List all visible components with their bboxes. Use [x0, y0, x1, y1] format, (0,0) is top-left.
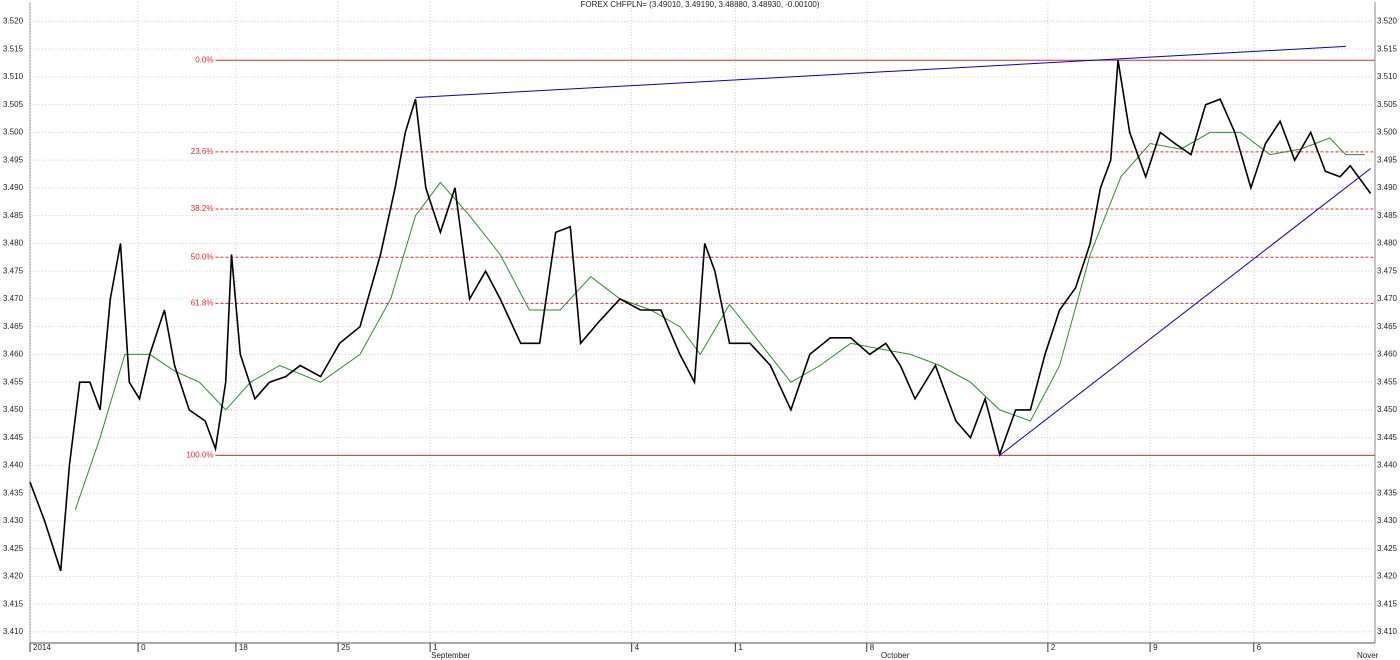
series-line [74, 131, 1365, 510]
trend-line [415, 45, 1346, 98]
y-tick-label-right: 3.485 [1377, 211, 1398, 220]
y-tick-label: 3.420 [3, 572, 24, 581]
x-tick-label: 2014 [33, 643, 51, 652]
y-tick-label: 3.520 [3, 17, 24, 26]
y-tick-label: 3.515 [3, 44, 24, 53]
y-tick-label: 3.505 [3, 100, 24, 109]
y-tick-label-right: 3.415 [1377, 599, 1398, 608]
y-tick-label-right: 3.520 [1377, 17, 1398, 26]
trend-line [999, 168, 1371, 456]
fib-label: 61.8% [191, 298, 214, 307]
fib-label: 23.6% [191, 147, 214, 156]
y-tick-label: 3.510 [3, 72, 24, 81]
y-tick-label: 3.410 [3, 627, 24, 636]
y-tick-label-right: 3.475 [1377, 266, 1398, 275]
y-tick-label: 3.480 [3, 239, 24, 248]
x-tick-label: 25 [341, 643, 350, 652]
y-tick-label-right: 3.495 [1377, 155, 1398, 164]
x-tick-label: 1 [433, 643, 438, 652]
y-tick-label-right: 3.435 [1377, 488, 1398, 497]
month-label: September [431, 651, 470, 660]
y-tick-label-right: 3.480 [1377, 239, 1398, 248]
y-tick-label-right: 3.515 [1377, 44, 1398, 53]
y-tick-label-right: 3.455 [1377, 377, 1398, 386]
y-tick-label-right: 3.460 [1377, 350, 1398, 359]
y-tick-label-right: 3.430 [1377, 516, 1398, 525]
y-tick-label-right: 3.440 [1377, 461, 1398, 470]
fib-label: 100.0% [186, 451, 213, 460]
fib-label: 0.0% [195, 55, 213, 64]
fib-label: 38.2% [191, 204, 214, 213]
y-tick-label: 3.475 [3, 266, 24, 275]
y-tick-label-right: 3.510 [1377, 72, 1398, 81]
y-tick-label: 3.465 [3, 322, 24, 331]
y-tick-label: 3.455 [3, 377, 24, 386]
y-tick-label-right: 3.490 [1377, 183, 1398, 192]
y-tick-label-right: 3.470 [1377, 294, 1398, 303]
y-tick-label: 3.415 [3, 599, 24, 608]
series-line [29, 60, 1372, 572]
x-tick-label: 9 [1153, 643, 1158, 652]
y-tick-label: 3.445 [3, 433, 24, 442]
y-tick-label: 3.500 [3, 128, 24, 137]
y-tick-label-right: 3.465 [1377, 322, 1398, 331]
y-tick-label: 3.490 [3, 183, 24, 192]
x-tick-label: 18 [239, 643, 248, 652]
month-label: Nover [1357, 651, 1379, 660]
y-tick-label-right: 3.450 [1377, 405, 1398, 414]
y-tick-label: 3.495 [3, 155, 24, 164]
x-tick-label: 2 [1051, 643, 1056, 652]
y-tick-label-right: 3.505 [1377, 100, 1398, 109]
x-tick-label: 8 [870, 643, 875, 652]
y-tick-label: 3.460 [3, 350, 24, 359]
fib-label: 50.0% [191, 252, 214, 261]
month-label: October [881, 651, 910, 660]
y-tick-label: 3.435 [3, 488, 24, 497]
y-tick-label: 3.425 [3, 544, 24, 553]
chart-title: FOREX CHFPLN= (3.49010, 3.49190, 3.48880… [580, 0, 819, 9]
x-tick-label: 0 [141, 643, 146, 652]
y-tick-label-right: 3.445 [1377, 433, 1398, 442]
x-tick-label: 1 [738, 643, 743, 652]
y-tick-label: 3.450 [3, 405, 24, 414]
y-tick-label-right: 3.420 [1377, 572, 1398, 581]
y-tick-label-right: 3.410 [1377, 627, 1398, 636]
y-tick-label: 3.440 [3, 461, 24, 470]
x-tick-label: 6 [1257, 643, 1262, 652]
y-tick-label: 3.470 [3, 294, 24, 303]
x-tick-label: 4 [635, 643, 640, 652]
y-tick-label: 3.485 [3, 211, 24, 220]
y-tick-label-right: 3.425 [1377, 544, 1398, 553]
y-tick-label: 3.430 [3, 516, 24, 525]
y-tick-label-right: 3.500 [1377, 128, 1398, 137]
